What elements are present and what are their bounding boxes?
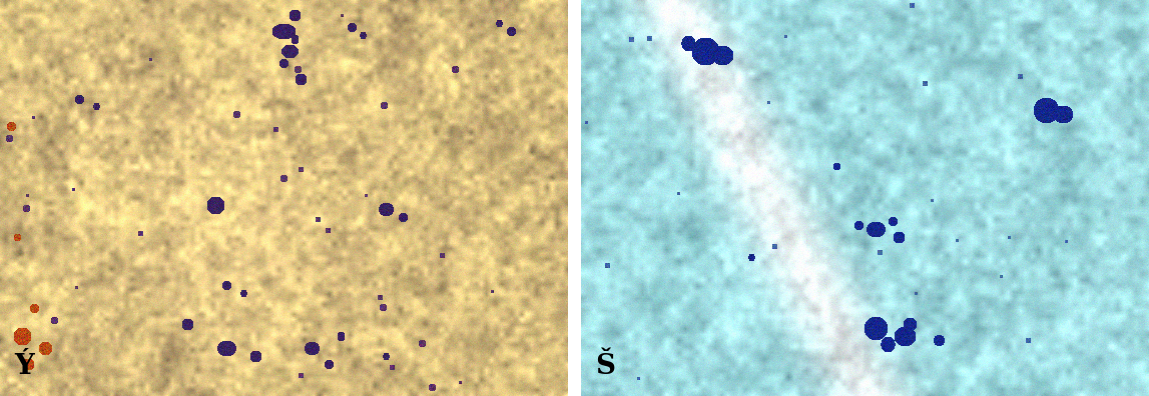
Text: Ý: Ý	[14, 353, 34, 380]
Text: Š: Š	[595, 353, 616, 380]
